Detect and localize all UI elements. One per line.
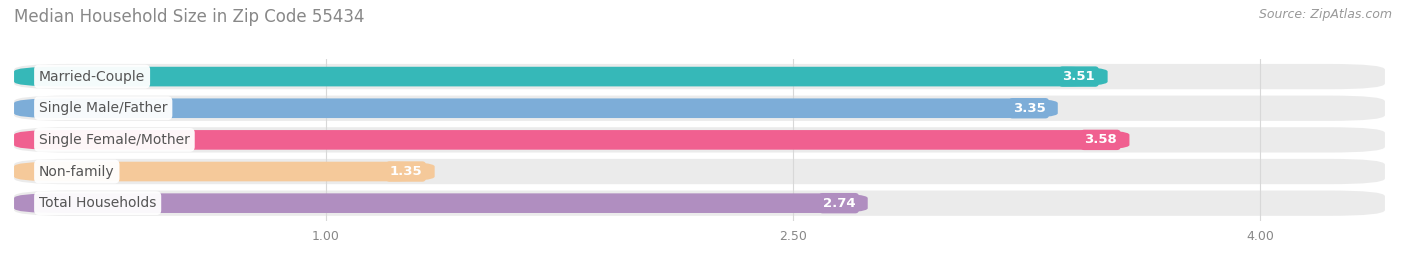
Text: 1.35: 1.35 — [389, 165, 422, 178]
FancyBboxPatch shape — [14, 130, 1129, 150]
FancyBboxPatch shape — [14, 67, 1108, 86]
FancyBboxPatch shape — [14, 193, 868, 213]
Text: Single Female/Mother: Single Female/Mother — [39, 133, 190, 147]
FancyBboxPatch shape — [14, 64, 1385, 89]
Text: 3.35: 3.35 — [1012, 102, 1045, 115]
Text: Single Male/Father: Single Male/Father — [39, 101, 167, 115]
FancyBboxPatch shape — [14, 159, 1385, 184]
Text: 3.51: 3.51 — [1063, 70, 1095, 83]
FancyBboxPatch shape — [14, 95, 1385, 121]
FancyBboxPatch shape — [14, 98, 1057, 118]
Text: Median Household Size in Zip Code 55434: Median Household Size in Zip Code 55434 — [14, 8, 364, 26]
Text: Total Households: Total Households — [39, 196, 156, 210]
Text: Non-family: Non-family — [39, 165, 115, 179]
FancyBboxPatch shape — [14, 162, 434, 181]
FancyBboxPatch shape — [14, 190, 1385, 216]
Text: Married-Couple: Married-Couple — [39, 70, 145, 84]
Text: Source: ZipAtlas.com: Source: ZipAtlas.com — [1258, 8, 1392, 21]
Text: 2.74: 2.74 — [823, 197, 855, 210]
FancyBboxPatch shape — [14, 127, 1385, 153]
Text: 3.58: 3.58 — [1084, 133, 1116, 146]
